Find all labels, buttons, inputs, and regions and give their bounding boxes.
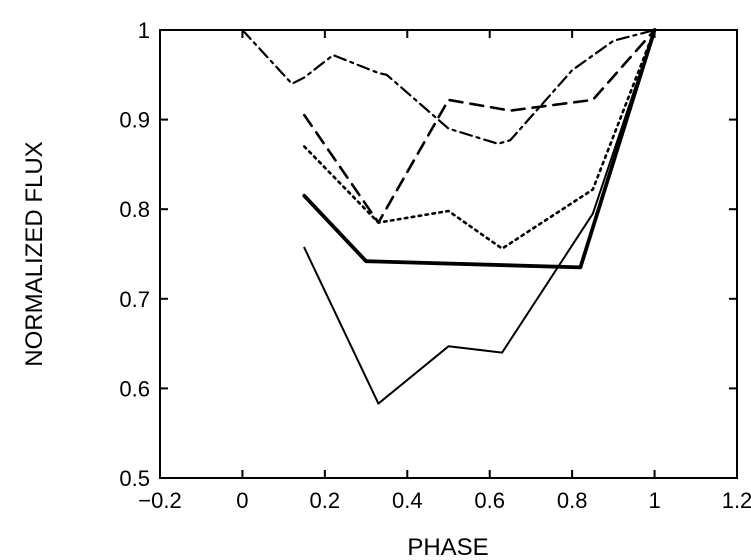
x-tick-label: 0.4 [392, 488, 423, 513]
series-line-dashdot [241, 28, 656, 145]
y-tick-label: 0.8 [119, 197, 150, 222]
x-tick-label: 0.2 [310, 488, 341, 513]
y-axis-ticks: 0.5 0.6 0.7 0.8 0.9 1 [119, 18, 737, 491]
x-tick-label: −0.2 [138, 488, 181, 513]
series-line-dotted [302, 28, 656, 250]
series-layer [241, 28, 657, 405]
y-tick-label: 0.9 [119, 108, 150, 133]
series-line-dashed [302, 28, 656, 224]
x-tick-label: 1.2 [722, 488, 751, 513]
x-tick-label: 0.8 [557, 488, 588, 513]
y-axis-title: NORMALIZED FLUX [21, 141, 48, 366]
x-axis-title: PHASE [407, 534, 488, 560]
x-tick-label: 0.6 [474, 488, 505, 513]
y-tick-label: 0.7 [119, 287, 150, 312]
x-tick-label: 0 [236, 488, 248, 513]
y-tick-label: 0.6 [119, 376, 150, 401]
series-line-solid-thin [303, 29, 656, 405]
x-tick-label: 1 [648, 488, 660, 513]
series-line-solid-thick [302, 28, 657, 270]
y-tick-label: 0.5 [119, 466, 150, 491]
y-tick-label: 1 [138, 18, 150, 43]
plot-frame [159, 29, 738, 479]
x-axis-ticks: −0.2 0 0.2 0.4 0.6 0.8 1 1.2 [138, 30, 751, 513]
